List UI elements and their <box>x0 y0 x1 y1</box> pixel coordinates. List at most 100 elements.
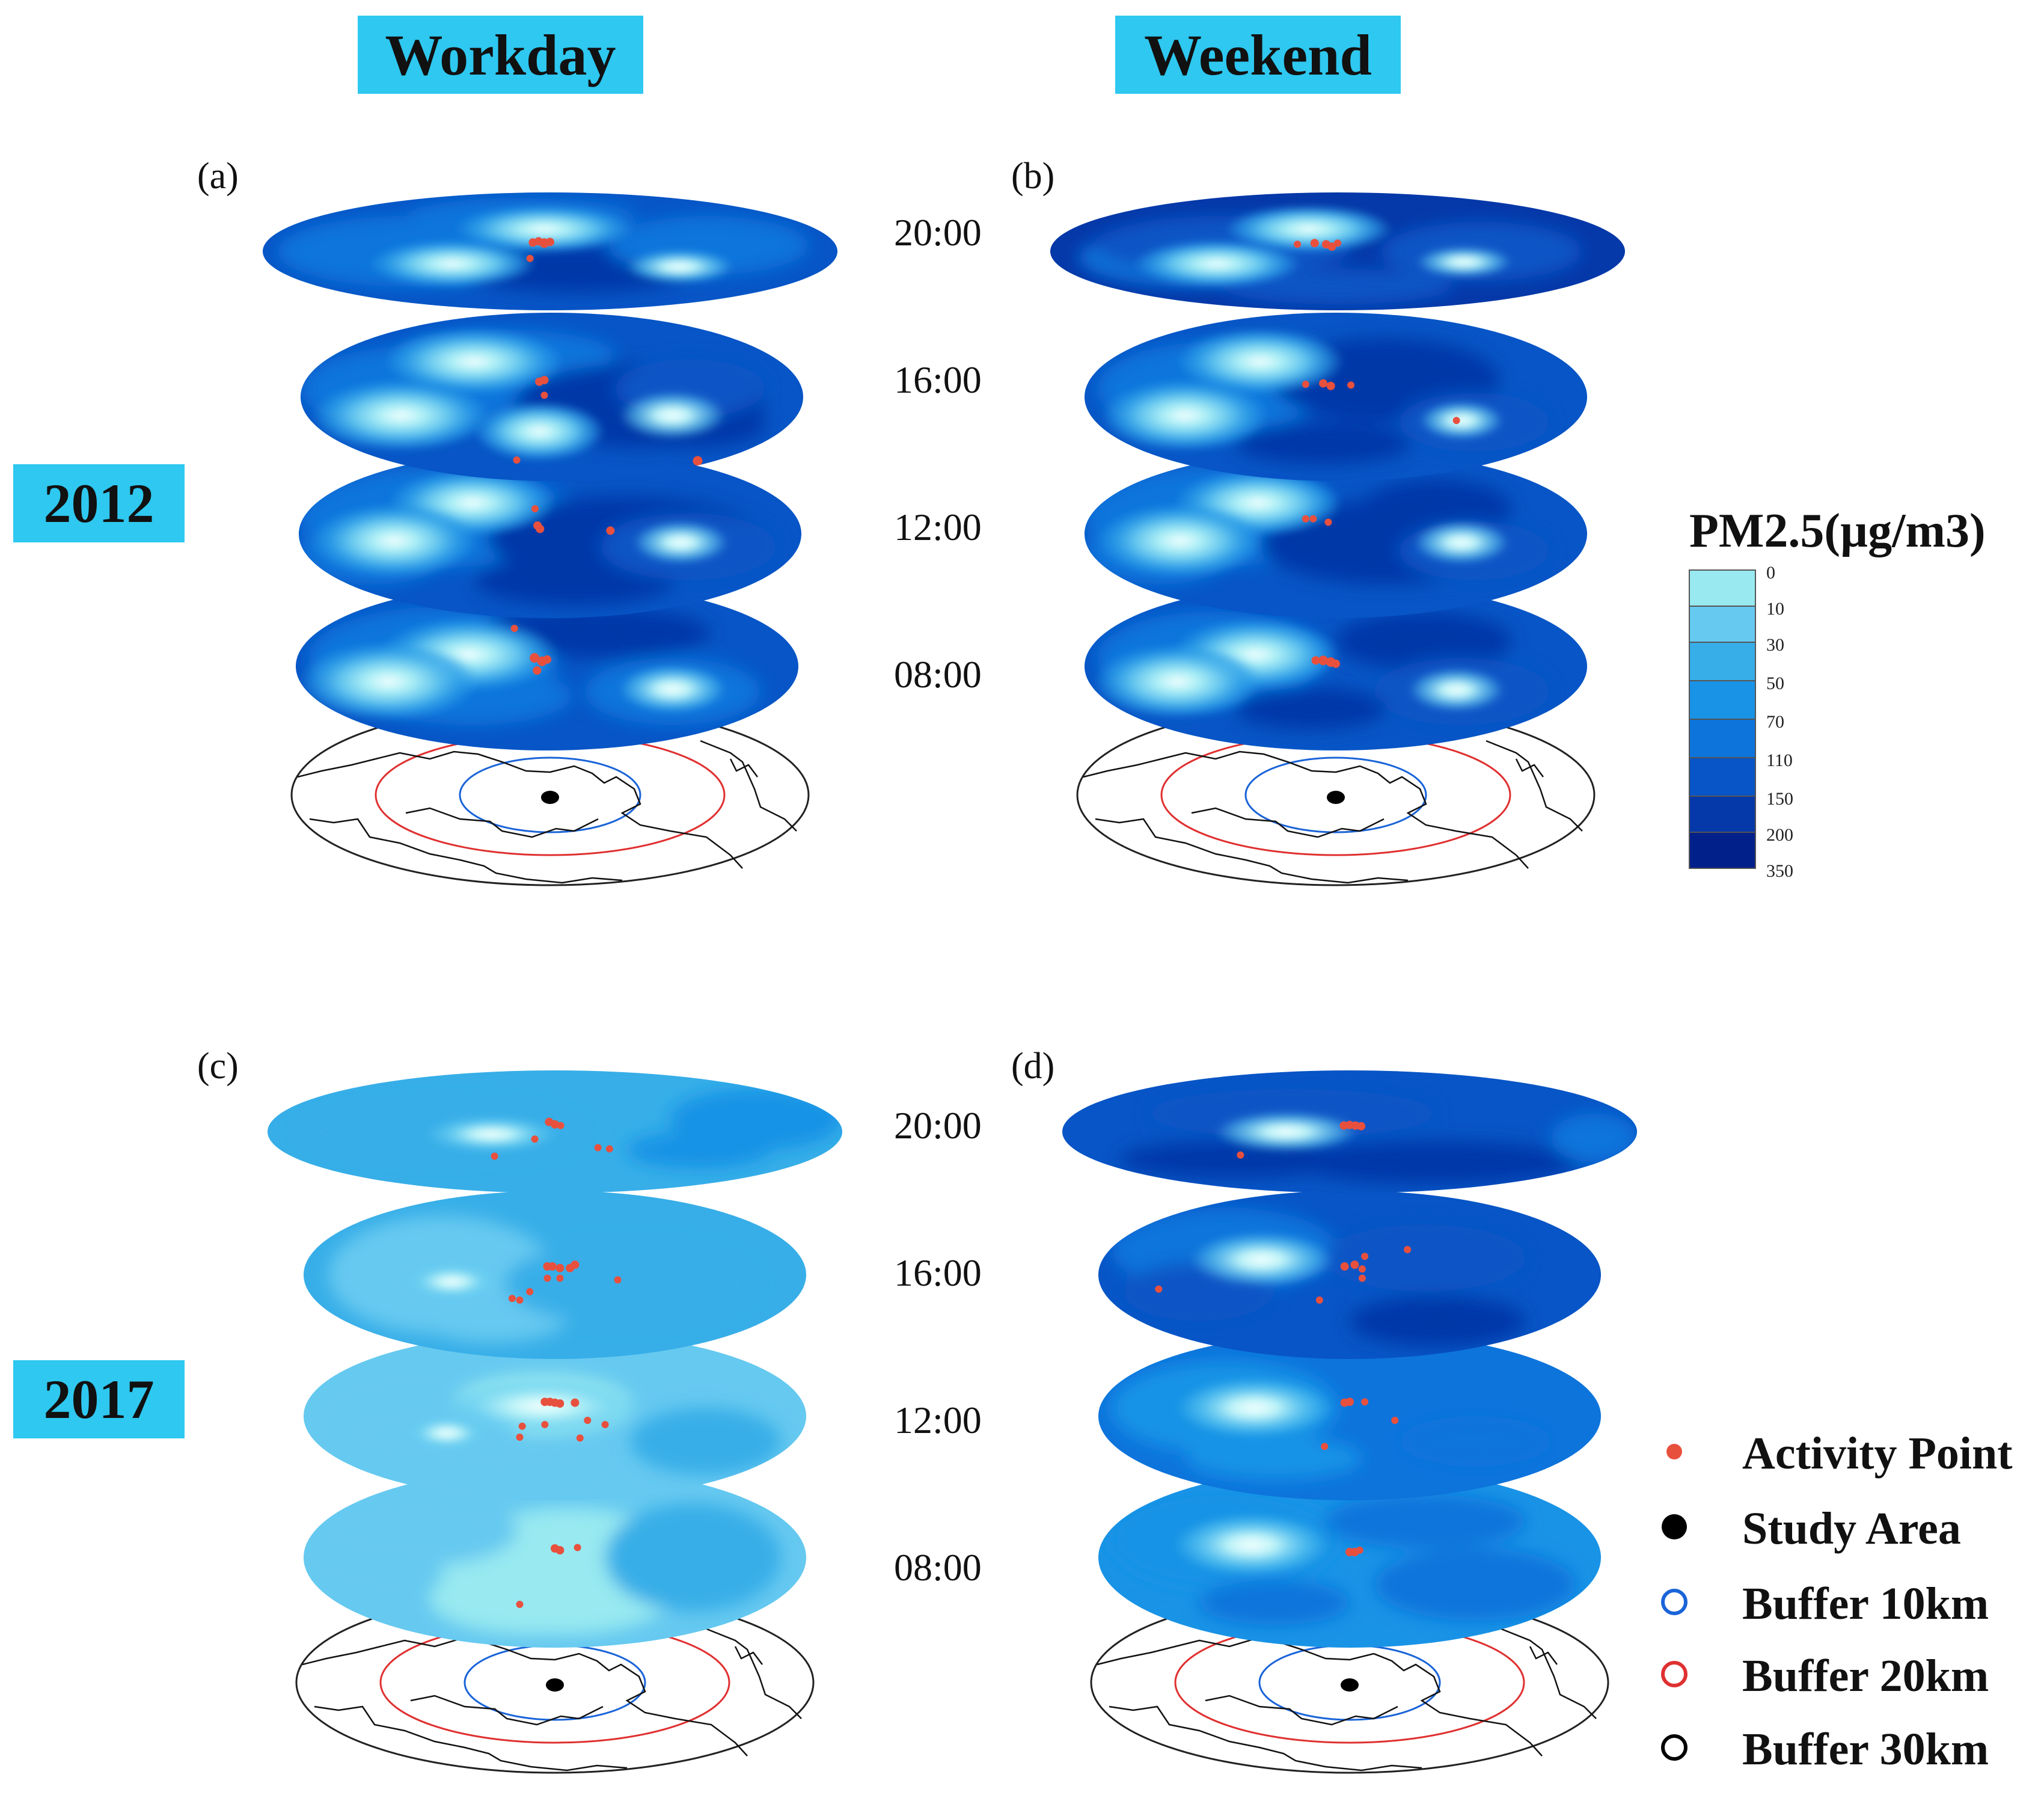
activity-point <box>1356 1547 1363 1554</box>
legend-tick-label: 150 <box>1766 789 1793 809</box>
activity-point <box>1321 1443 1329 1450</box>
activity-point <box>594 1144 602 1152</box>
activity-point <box>1302 381 1309 388</box>
activity-point <box>1311 656 1320 665</box>
time-label-2017-1600: 16:00 <box>894 1251 982 1294</box>
activity-point <box>510 625 518 632</box>
legend-swatch <box>1689 642 1756 681</box>
pm25-layers <box>263 192 1637 1648</box>
study-area-marker <box>1341 1678 1359 1692</box>
district-boundary <box>1097 1638 1543 1757</box>
study-area-marker <box>546 1678 564 1692</box>
study-area-marker <box>1327 791 1345 804</box>
time-label-2017-2000: 20:00 <box>894 1104 982 1147</box>
legend-tick-label: 10 <box>1766 599 1784 619</box>
district-boundary <box>314 1705 628 1772</box>
pm25-legend-bar: 0 10 30 50 70 110 150 200 350 <box>1689 563 1793 881</box>
pm25-layer-a-16 <box>301 313 803 481</box>
symbol-legend-label: Buffer 30km <box>1742 1724 1989 1775</box>
time-label-2012-1600: 16:00 <box>894 358 982 401</box>
buffer-10km-icon <box>1661 1589 1688 1615</box>
activity-point <box>516 1296 524 1304</box>
district-boundary <box>1095 818 1409 884</box>
legend-swatch <box>1689 796 1756 833</box>
weekend-header-text: Weekend <box>1144 22 1372 87</box>
legend-tick-label: 0 <box>1766 563 1775 583</box>
activity-point <box>530 653 540 663</box>
year-2012-label: 2012 <box>13 464 185 542</box>
activity-point <box>1361 1398 1369 1406</box>
activity-point <box>513 456 521 464</box>
legend-tick-label: 50 <box>1766 673 1784 693</box>
symbol-legend-label: Study Area <box>1742 1503 1961 1554</box>
district-boundary <box>302 1638 748 1757</box>
activity-point <box>540 391 548 399</box>
activity-point <box>1155 1285 1163 1293</box>
time-label-2012-2000: 20:00 <box>894 211 982 254</box>
activity-point <box>526 254 534 262</box>
activity-point <box>491 1152 498 1160</box>
workday-header-text: Workday <box>385 22 616 87</box>
pm25-layer-b-08 <box>1085 582 1587 750</box>
activity-point <box>546 238 554 247</box>
activity-point <box>556 1274 564 1282</box>
pm25-layer-b-20 <box>1050 192 1625 310</box>
district-boundary <box>705 1627 802 1719</box>
activity-point <box>555 1263 565 1272</box>
activity-point <box>1294 241 1302 248</box>
district-boundary <box>1191 807 1385 838</box>
activity-point <box>551 1120 559 1129</box>
activity-point <box>1347 381 1355 389</box>
activity-point <box>543 1274 551 1282</box>
legend-tick-label: 70 <box>1766 712 1784 732</box>
activity-point <box>508 1295 516 1302</box>
activity-point <box>574 1544 581 1551</box>
buffer-20km-icon <box>1661 1661 1688 1687</box>
activity-point <box>571 1398 580 1407</box>
legend-swatch <box>1689 757 1756 797</box>
legend-swatch <box>1689 606 1756 643</box>
activity-point <box>555 1546 565 1554</box>
district-boundary <box>1083 750 1529 869</box>
activity-point <box>1345 1398 1354 1407</box>
activity-point <box>605 1145 613 1153</box>
symbol-legend: Activity Point Study Area Buffer 10km Buffe… <box>1661 1428 2013 1775</box>
buffer-30km-icon <box>1661 1734 1688 1761</box>
activity-point <box>548 1262 557 1271</box>
activity-point-icon <box>1666 1444 1682 1459</box>
activity-point <box>555 1399 565 1408</box>
activity-point <box>614 1276 622 1284</box>
time-label-2017-0800: 08:00 <box>894 1546 982 1589</box>
district-boundary <box>1109 1705 1422 1772</box>
base-map-c <box>295 1591 815 1774</box>
activity-point <box>541 1421 549 1428</box>
activity-point <box>540 376 549 384</box>
district-boundary <box>297 750 743 869</box>
district-boundary <box>734 1646 763 1665</box>
activity-point <box>531 1135 539 1143</box>
workday-header: Workday <box>358 16 643 94</box>
activity-point <box>1309 515 1317 523</box>
panel-label-b: (b) <box>1011 156 1055 197</box>
district-boundary <box>309 818 623 884</box>
district-boundary <box>405 807 599 838</box>
pm25-layer-d-12 <box>1098 1332 1601 1500</box>
pm25-legend-title: PM2.5(µg/m3) <box>1689 505 1986 557</box>
legend-tick-label: 30 <box>1766 635 1784 655</box>
symbol-legend-label: Buffer 10km <box>1742 1579 1989 1629</box>
activity-point <box>516 1601 524 1608</box>
activity-point <box>1319 379 1328 388</box>
pm25-layer-d-16 <box>1098 1191 1601 1359</box>
time-label-2012-1200: 12:00 <box>894 506 982 548</box>
legend-tick-label: 350 <box>1766 861 1793 881</box>
activity-point <box>693 456 703 466</box>
district-boundary <box>410 1695 604 1726</box>
activity-point <box>1334 239 1341 247</box>
panel-label-d: (d) <box>1011 1046 1055 1087</box>
legend-swatch <box>1689 832 1756 869</box>
activity-point <box>1357 1121 1366 1131</box>
activity-point <box>516 1434 524 1441</box>
district-boundary <box>729 758 758 778</box>
pm25-layer-c-16 <box>304 1191 806 1359</box>
activity-point <box>1361 1253 1369 1260</box>
